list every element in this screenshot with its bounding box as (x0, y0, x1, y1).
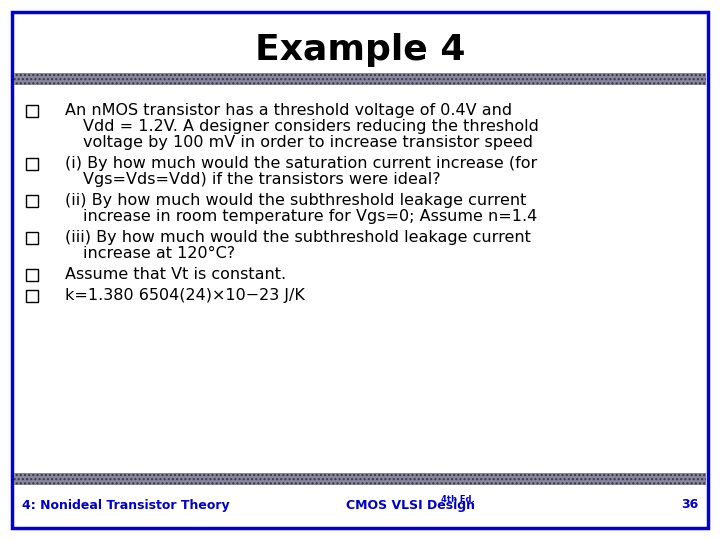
Bar (26, 232, 38, 244)
Text: voltage by 100 mV in order to increase transistor speed: voltage by 100 mV in order to increase t… (83, 135, 533, 150)
Bar (26, 105, 38, 117)
Text: 36: 36 (680, 498, 698, 511)
Bar (26, 290, 38, 302)
Text: An nMOS transistor has a threshold voltage of 0.4V and: An nMOS transistor has a threshold volta… (65, 103, 512, 118)
Text: increase in room temperature for Vgs=0; Assume n=1.4: increase in room temperature for Vgs=0; … (83, 209, 537, 224)
Text: CMOS VLSI Design: CMOS VLSI Design (346, 498, 474, 511)
Bar (14, 473, 706, 485)
Bar (26, 158, 38, 170)
Text: Vdd = 1.2V. A designer considers reducing the threshold: Vdd = 1.2V. A designer considers reducin… (83, 119, 539, 134)
Bar (26, 195, 38, 207)
Text: (i) By how much would the saturation current increase (for: (i) By how much would the saturation cur… (65, 156, 537, 171)
Bar (14, 473, 706, 485)
Text: increase at 120°C?: increase at 120°C? (83, 246, 235, 261)
Text: (iii) By how much would the subthreshold leakage current: (iii) By how much would the subthreshold… (65, 230, 531, 245)
Text: 4: Nonideal Transistor Theory: 4: Nonideal Transistor Theory (22, 498, 230, 511)
Bar (14, 73, 706, 85)
Text: (ii) By how much would the subthreshold leakage current: (ii) By how much would the subthreshold … (65, 193, 526, 208)
Text: Assume that Vt is constant.: Assume that Vt is constant. (65, 267, 286, 282)
Text: Example 4: Example 4 (255, 33, 465, 67)
Bar (14, 73, 706, 85)
Bar (26, 269, 38, 281)
Text: k=1.380 6504(24)×10−23 J/K: k=1.380 6504(24)×10−23 J/K (65, 288, 305, 303)
Text: 4th Ed.: 4th Ed. (441, 496, 474, 504)
Text: Vgs=Vds=Vdd) if the transistors were ideal?: Vgs=Vds=Vdd) if the transistors were ide… (83, 172, 441, 187)
